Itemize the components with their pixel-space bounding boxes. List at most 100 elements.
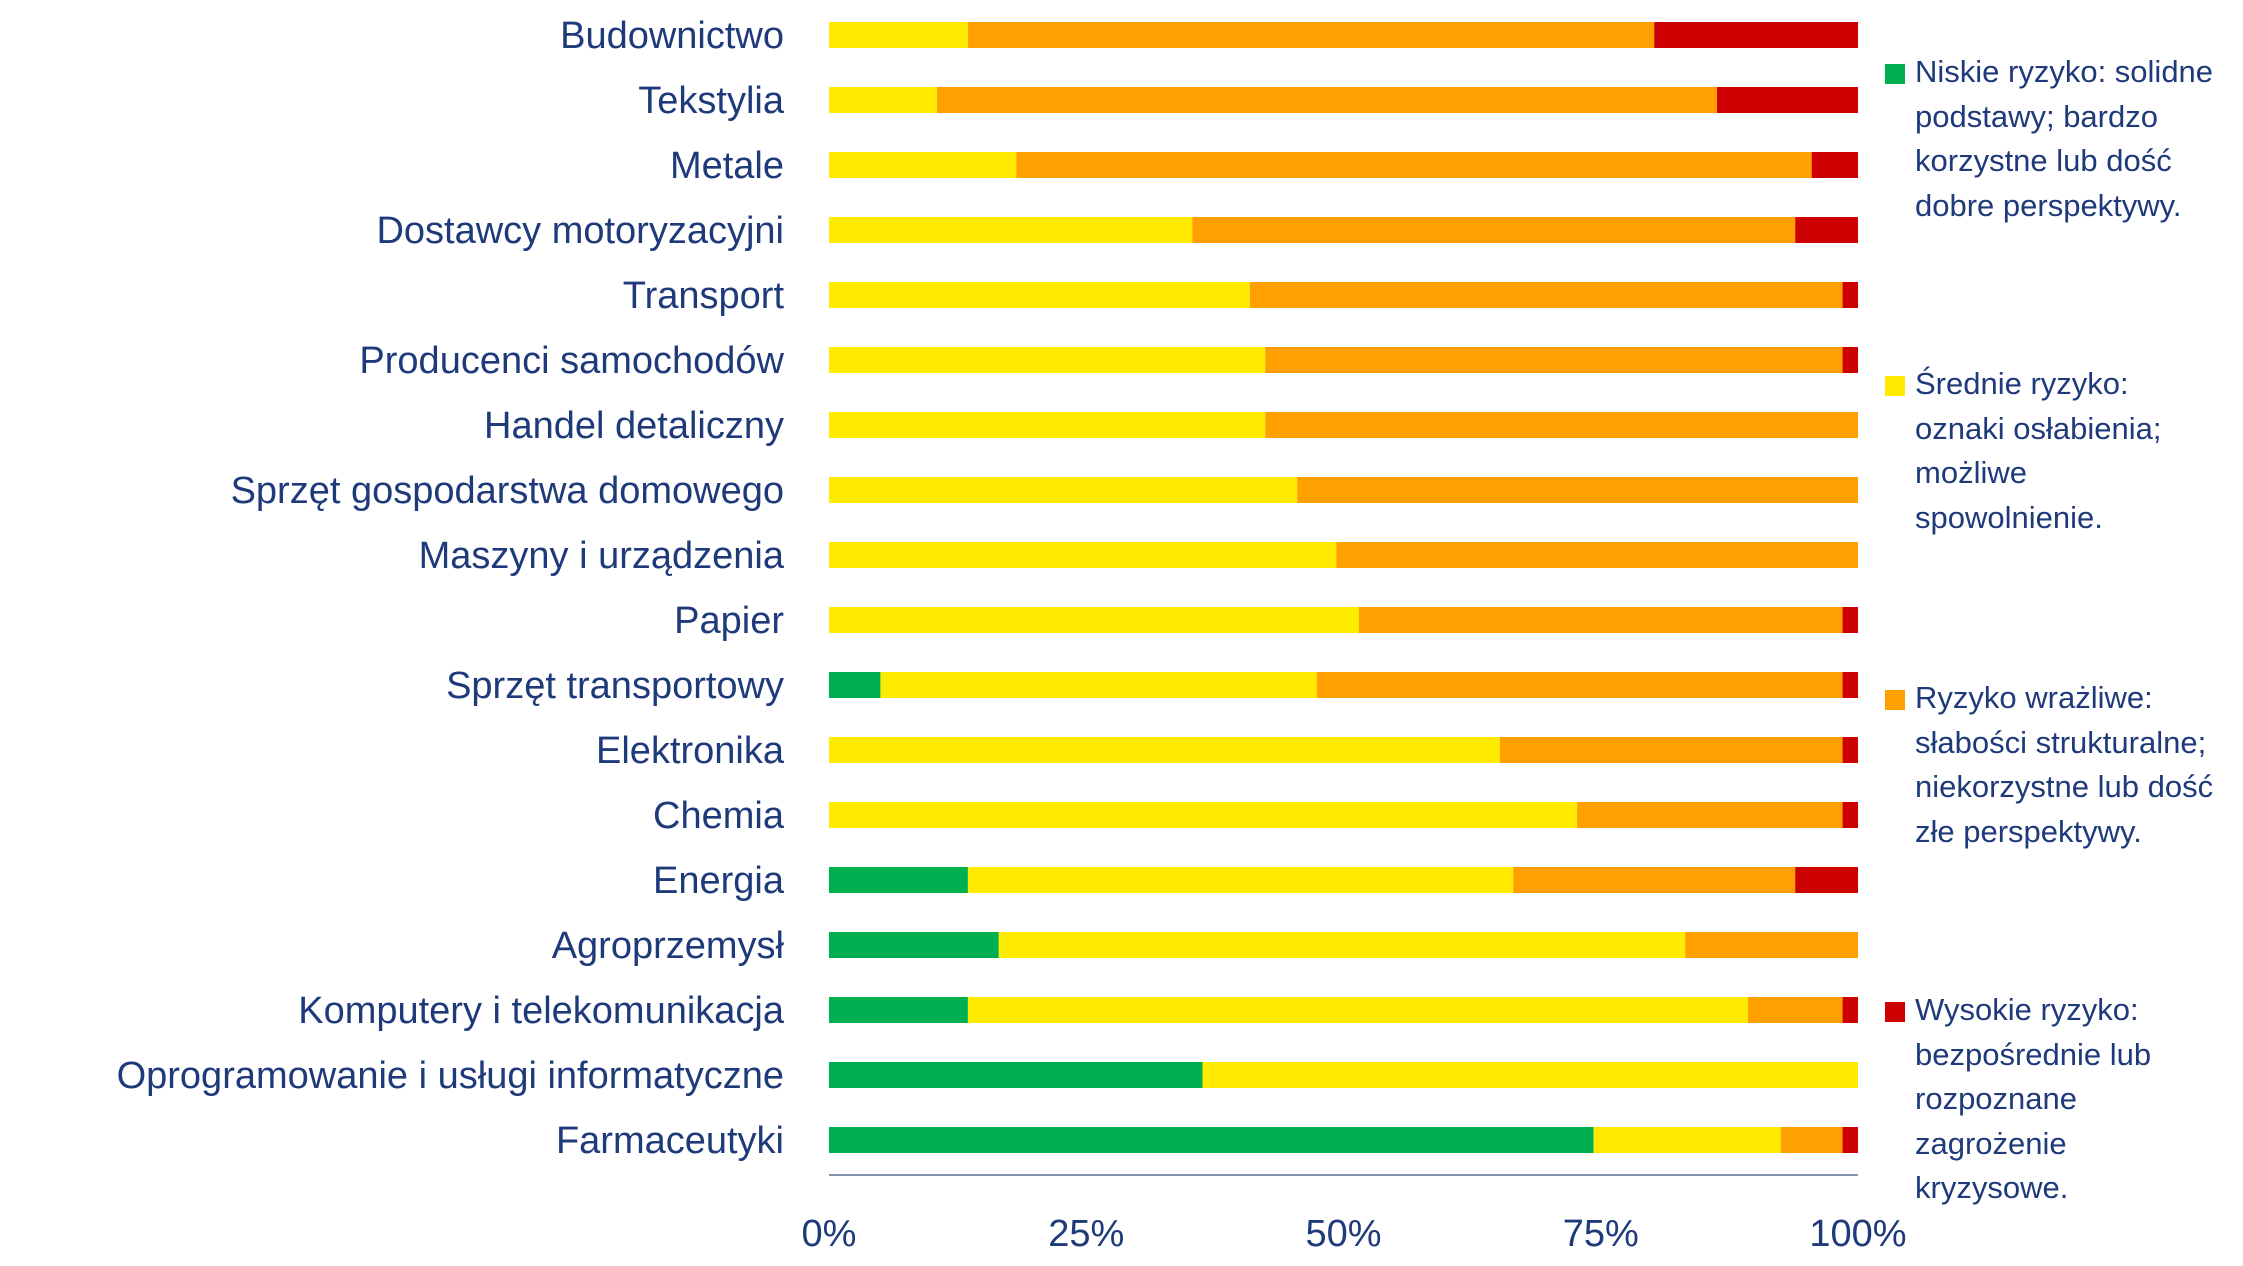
bar-segment: [1780, 1127, 1843, 1153]
category-label: Metale: [670, 145, 784, 187]
bar-segment: [967, 867, 1514, 893]
bar-segment: [1842, 672, 1858, 698]
bar-segment: [829, 282, 1250, 308]
x-tick-label: 25%: [1048, 1213, 1124, 1255]
legend-line: kryzysowe.: [1915, 1170, 2069, 1205]
legend-swatch-sensitive-risk: [1885, 690, 1905, 710]
legend-line: słabości strukturalne;: [1915, 724, 2207, 760]
legend-swatch-high-risk: [1885, 1002, 1905, 1022]
bar-segment: [937, 87, 1718, 113]
category-label: Handel detaliczny: [484, 405, 784, 447]
legend-line: spowolnienie.: [1915, 499, 2103, 535]
bar-segment: [1842, 997, 1858, 1023]
category-label: Budownictwo: [560, 15, 784, 57]
category-label: Elektronika: [596, 730, 785, 772]
category-labels: Budownictwo Tekstylia Metale Dostawcy motor…: [117, 15, 785, 1162]
bar-segment: [829, 737, 1500, 763]
bar-segment: [1654, 22, 1858, 48]
legend-line: rozpoznane: [1915, 1081, 2078, 1116]
category-label: Tekstylia: [638, 80, 785, 122]
legend-line: możliwe: [1915, 455, 2027, 490]
legend-line: złe perspektywy.: [1915, 813, 2142, 849]
bars: [829, 22, 1858, 1153]
bar-segment: [1717, 87, 1858, 113]
bar-segment: [829, 412, 1266, 438]
bar-segment: [1842, 802, 1858, 828]
bar-segment: [1842, 282, 1858, 308]
x-tick-label: 50%: [1305, 1213, 1381, 1255]
legend-line: bezpośrednie lub: [1915, 1036, 2152, 1072]
bar-segment: [1577, 802, 1843, 828]
category-label: Maszyny i urządzenia: [419, 535, 785, 577]
bar-segment: [1842, 607, 1858, 633]
legend-line: Wysokie ryzyko:: [1915, 992, 2139, 1027]
bar-segment: [829, 997, 968, 1023]
legend-line: korzystne lub dość: [1915, 143, 2172, 178]
bar-segment: [1202, 1062, 1858, 1088]
legend-line: Niskie ryzyko: solidne: [1915, 54, 2214, 89]
bar-segment: [1747, 997, 1843, 1023]
bar-segment: [1513, 867, 1796, 893]
bar-segment: [1336, 542, 1858, 568]
category-label: Sprzęt transportowy: [446, 665, 784, 707]
bar-segment: [829, 1062, 1203, 1088]
legend-line: podstawy; bardzo: [1915, 98, 2158, 134]
bar-segment: [1016, 152, 1812, 178]
category-label: Chemia: [653, 795, 785, 837]
category-label: Transport: [623, 275, 785, 317]
bar-segment: [829, 477, 1298, 503]
category-label: Sprzęt gospodarstwa domowego: [231, 470, 784, 512]
legend-line: Średnie ryzyko:: [1915, 366, 2129, 401]
bar-segment: [880, 672, 1317, 698]
category-label: Farmaceutyki: [556, 1120, 784, 1162]
bar-segment: [1192, 217, 1796, 243]
bar-segment: [1316, 672, 1843, 698]
bar-segment: [829, 672, 881, 698]
x-tick-label: 0%: [802, 1213, 857, 1255]
bar-segment: [1265, 347, 1843, 373]
bar-segment: [829, 152, 1017, 178]
x-axis-tick-labels: 0% 25% 50% 75% 100%: [802, 1213, 1907, 1255]
legend-line: zagrożenie: [1915, 1125, 2067, 1161]
legend-swatch-low-risk: [1885, 64, 1905, 84]
bar-segment: [1265, 412, 1858, 438]
bar-segment: [829, 542, 1337, 568]
bar-segment: [1811, 152, 1858, 178]
legend-line: niekorzystne lub dość: [1915, 769, 2214, 804]
bar-segment: [1249, 282, 1843, 308]
bar-segment: [829, 22, 968, 48]
bar-segment: [1499, 737, 1843, 763]
x-tick-label: 100%: [1809, 1213, 1906, 1255]
category-label: Energia: [653, 860, 785, 902]
bar-segment: [998, 932, 1686, 958]
legend-line: oznaki osłabienia;: [1915, 410, 2162, 446]
legend-swatch-medium-risk: [1885, 376, 1905, 396]
bar-segment: [1842, 347, 1858, 373]
legend-line: dobre perspektywy.: [1915, 187, 2182, 223]
bar-segment: [1358, 607, 1843, 633]
bar-segment: [1795, 217, 1858, 243]
bar-segment: [1297, 477, 1858, 503]
bar-segment: [829, 932, 999, 958]
bar-segment: [829, 1127, 1594, 1153]
category-label: Papier: [674, 600, 784, 642]
category-label: Agroprzemysł: [552, 925, 785, 967]
x-tick-label: 75%: [1563, 1213, 1639, 1255]
bar-segment: [829, 87, 938, 113]
bar-segment: [967, 22, 1655, 48]
bar-segment: [829, 347, 1266, 373]
bar-segment: [967, 997, 1748, 1023]
bar-segment: [1842, 737, 1858, 763]
bar-segment: [829, 217, 1193, 243]
bar-segment: [829, 607, 1359, 633]
bar-segment: [1795, 867, 1858, 893]
category-label: Komputery i telekomunikacja: [298, 990, 785, 1032]
category-label: Producenci samochodów: [359, 340, 784, 382]
bar-segment: [1685, 932, 1858, 958]
bar-segment: [829, 867, 968, 893]
bar-segment: [1593, 1127, 1781, 1153]
legend-line: Ryzyko wrażliwe:: [1915, 680, 2153, 715]
category-label: Dostawcy motoryzacyjni: [376, 210, 784, 252]
bar-segment: [1842, 1127, 1858, 1153]
